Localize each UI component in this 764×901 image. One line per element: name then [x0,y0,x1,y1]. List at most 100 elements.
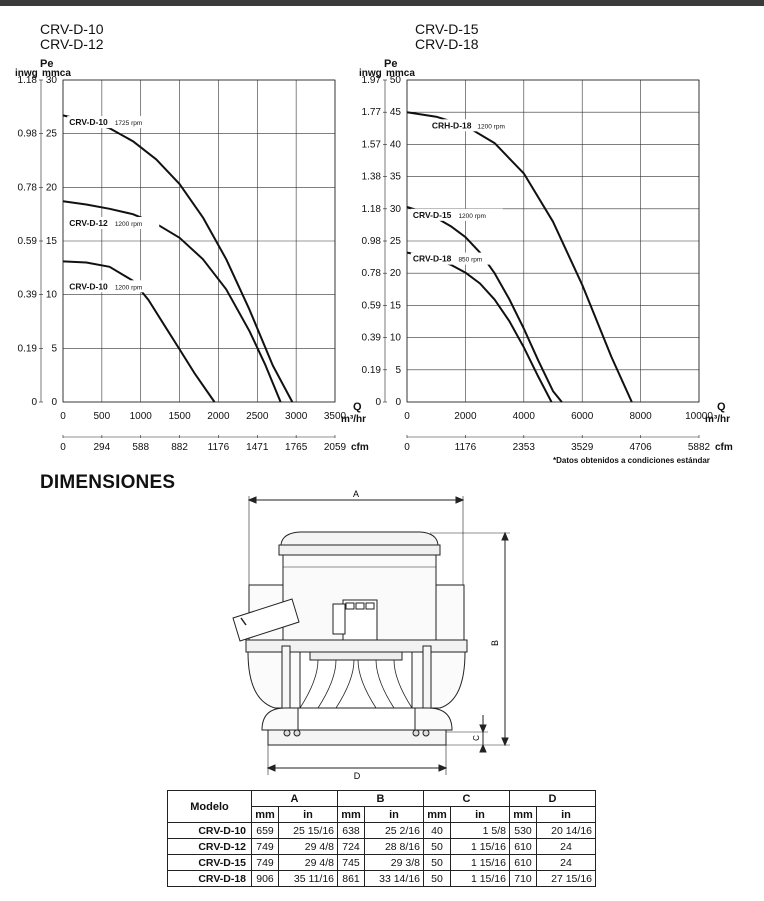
y-tick-label-mmca: 10 [390,333,402,344]
d-mm-cell: 610 [509,838,537,855]
d-in-cell: 24 [536,854,596,871]
series-label: CRH-D-18 [432,120,472,130]
series-label: CRV-D-18 [413,254,452,264]
table-header-row: Modelo A B C D [167,790,596,823]
a-in-cell: 35 11/16 [278,870,338,887]
x-tick-label-m3hr: 2000 [454,411,477,422]
series-label: CRV-D-12 [69,218,108,228]
x-axis-symbol: Q [353,401,362,413]
x-tick-label-m3hr: 1000 [130,411,153,422]
y-tick-label-inwg: 0.59 [18,236,38,247]
b-in-cell: 25 2/16 [364,822,424,839]
x-tick-label-cfm: 588 [132,442,149,450]
x-tick-label-m3hr: 500 [94,411,111,422]
c-mm-cell: 40 [423,822,451,839]
d-in-cell: 27 15/16 [536,870,596,887]
series-line [62,200,282,403]
x-tick-label-m3hr: 0 [60,411,66,422]
dim-a-label: A [353,489,359,499]
top-bar [0,0,764,6]
table-row: CRV-D-15 749 29 4/8 745 29 3/8 50 1 15/1… [167,854,596,871]
series-rpm-label: 1200 rpm [115,221,142,228]
y-tick-label-mmca: 40 [390,139,402,150]
a-mm-cell: 749 [251,854,279,871]
header-a: A [251,790,338,807]
y-tick-label-mmca: 15 [390,300,402,311]
d-mm-cell: 610 [509,854,537,871]
c-in-cell: 1 5/8 [450,822,510,839]
fan-dimension-drawing: A B C D [232,489,510,781]
series-line [62,260,216,403]
y-tick-label-inwg: 1.57 [362,139,382,150]
a-in-cell: 29 4/8 [278,854,338,871]
y-tick-label-inwg: 0.98 [362,236,382,247]
y-tick-label-mmca: 20 [390,268,402,279]
unit-mm: mm [251,806,279,823]
y-tick-label-inwg: 0 [31,397,37,408]
model-cell: CRV-D-12 [167,838,252,855]
x-tick-label-m3hr: 0 [404,411,410,422]
y-tick-label-mmca: 30 [390,204,402,215]
series-rpm-label: 1200 rpm [115,284,142,291]
y-tick-label-mmca: 30 [46,75,58,86]
y-axis-unit-mmca: mmca [386,68,415,79]
y-tick-label-inwg: 0.19 [362,365,382,376]
x-axis-symbol: Q [717,401,726,413]
x-tick-label-m3hr: 2000 [207,411,230,422]
series-label-bg [410,252,503,265]
x-tick-label-m3hr: 10000 [685,411,713,422]
x-axis-unit-m3hr: m³/hr [341,414,366,425]
x-tick-label-m3hr: 3500 [324,411,347,422]
series-line [406,251,553,403]
y-tick-label-mmca: 25 [46,129,58,140]
unit-in: in [536,806,596,823]
y-tick-label-inwg: 1.18 [18,75,38,86]
x-tick-label-cfm: 0 [404,442,410,450]
y-tick-label-mmca: 5 [395,365,401,376]
model-header: Modelo [167,790,252,823]
a-in-cell: 29 4/8 [278,838,338,855]
y-tick-label-mmca: 15 [46,236,58,247]
y-axis-unit-inwg: inwg [15,68,38,79]
x-tick-label-cfm: 882 [171,442,188,450]
model-cell: CRV-D-10 [167,822,252,839]
unit-mm: mm [337,806,365,823]
table-unit-row: mm in mm in mm in mm in [168,806,596,823]
series-label: CRV-D-10 [69,281,108,291]
c-mm-cell: 50 [423,838,451,855]
x-tick-label-cfm: 2059 [324,442,347,450]
d-mm-cell: 530 [509,822,537,839]
chart2-title-line1: CRV-D-15 [415,21,479,37]
series-label-bg [67,116,160,129]
series-label-bg [67,216,160,229]
a-mm-cell: 749 [251,838,279,855]
x-tick-label-m3hr: 4000 [513,411,536,422]
y-tick-label-inwg: 0.98 [18,129,38,140]
x-tick-label-m3hr: 2500 [246,411,269,422]
table-row: CRV-D-18 906 35 11/16 861 33 14/16 50 1 … [167,870,596,887]
d-in-cell: 24 [536,838,596,855]
x-tick-label-m3hr: 8000 [629,411,652,422]
c-in-cell: 1 15/16 [450,838,510,855]
y-tick-label-inwg: 1.97 [362,75,382,86]
d-mm-cell: 710 [509,870,537,887]
b-mm-cell: 861 [337,870,365,887]
x-tick-label-cfm: 4706 [629,442,652,450]
x-axis-unit-m3hr: m³/hr [705,414,730,425]
x-tick-label-m3hr: 6000 [571,411,594,422]
unit-mm: mm [509,806,537,823]
a-in-cell: 25 15/16 [278,822,338,839]
y-axis-header: Pe [384,58,397,70]
dim-d-label: D [354,771,361,781]
unit-in: in [364,806,424,823]
dim-b-label: B [490,640,500,646]
series-label: CRV-D-15 [413,210,452,220]
x-tick-label-cfm: 3529 [571,442,594,450]
series-rpm-label: 1200 rpm [477,123,504,130]
x-tick-label-cfm: 1176 [455,442,477,450]
dimensions-title: DIMENSIONES [40,472,176,493]
y-tick-label-mmca: 0 [395,397,401,408]
series-label-bg [67,280,160,293]
c-mm-cell: 50 [423,870,451,887]
y-tick-label-inwg: 0.39 [362,333,382,344]
